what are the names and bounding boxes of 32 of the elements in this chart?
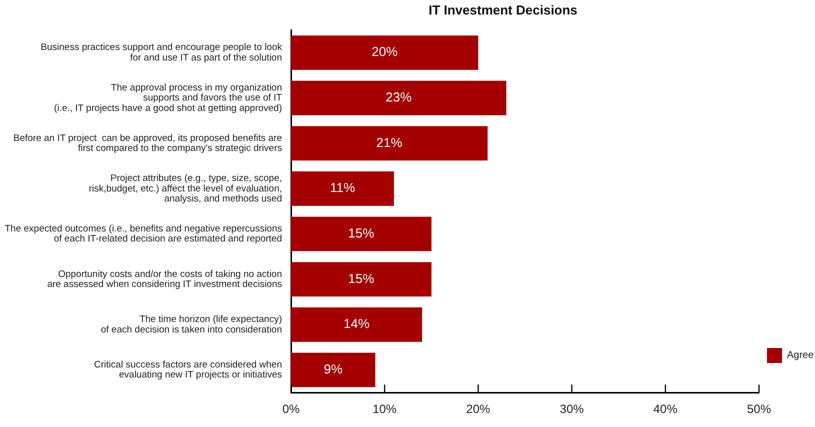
x-tick-label: 40%	[653, 402, 678, 416]
bar	[291, 126, 488, 161]
data-label: 23%	[386, 90, 412, 105]
data-label: 9%	[324, 362, 343, 377]
bar	[291, 352, 376, 388]
y-tick-label: The approval process in my organization supports and favors the use of IT (i.e., IT projects have a good shot at getting approved)	[54, 82, 282, 114]
bar	[291, 35, 478, 70]
x-tick-label: 20%	[466, 402, 491, 416]
data-label: 15%	[348, 226, 375, 241]
y-tick-label: Critical success factors are considered when evaluating new IT projects or initiatives	[94, 359, 282, 381]
y-tick-label: The expected outcomes (i.e., benefits and negative repercussions of each IT-related decision are estimated and reported	[4, 223, 282, 245]
x-tick-label: 0%	[282, 402, 300, 416]
bar	[291, 80, 506, 116]
x-tick-label: 10%	[372, 402, 397, 416]
y-tick-label: Business practices support and encourage people to look for and use IT as part of the solution	[40, 42, 282, 64]
data-label: 21%	[376, 134, 403, 150]
bar	[291, 216, 432, 252]
x-tick-label: 50%	[746, 402, 772, 416]
y-tick-label: The time horizon (life expectancy) of each decision is taken into consideration	[100, 314, 282, 336]
data-label: 11%	[330, 180, 356, 196]
y-tick-label: Before an IT project can be approved, its proposed benefits are first compared to the company's strategic drivers	[13, 132, 282, 154]
y-tick-label: Opportunity costs and/or the costs of taking no action are assessed when considering IT investment decisions	[47, 268, 282, 290]
data-label: 14%	[344, 316, 370, 332]
x-tick-label: 30%	[560, 402, 584, 416]
bar	[291, 171, 394, 206]
chart-title: IT Investment Decisions	[428, 2, 578, 18]
legend-label: Agree	[787, 350, 814, 361]
data-label: 15%	[348, 270, 375, 286]
data-label: 20%	[372, 44, 398, 60]
bar	[291, 262, 432, 297]
bar	[291, 307, 422, 342]
y-tick-label: Project attributes (e.g., type, size, scope, risk,budget, etc.) affect the level of evaluation, analysis, and methods used	[88, 173, 282, 205]
